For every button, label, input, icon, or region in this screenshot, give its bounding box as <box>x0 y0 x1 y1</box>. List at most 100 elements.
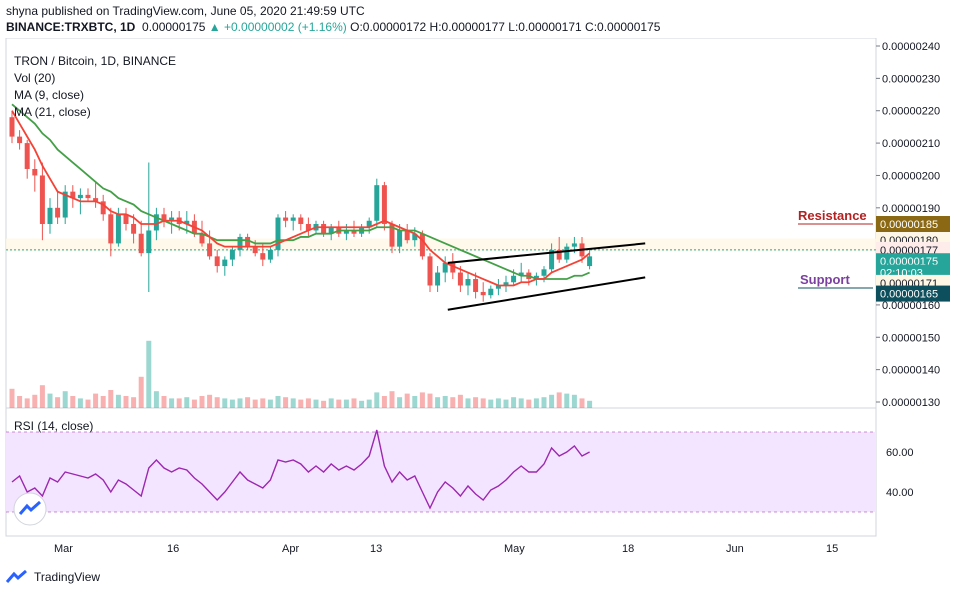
candle-body <box>245 236 251 247</box>
volume-bar <box>146 340 152 408</box>
volume-bar <box>229 399 235 408</box>
volume-bar <box>245 397 251 408</box>
resistance-label: Resistance <box>798 208 867 223</box>
volume-bar <box>252 399 258 408</box>
legend-pair[interactable]: TRON / Bitcoin, 1D, BINANCE <box>14 54 177 68</box>
volume-bar <box>457 394 463 408</box>
volume-bar <box>427 393 433 408</box>
ohlc-close: C:0.00000175 <box>585 20 661 34</box>
x-tick-label: Jun <box>726 543 744 555</box>
candle-body <box>62 191 68 218</box>
x-tick-label: 16 <box>167 543 179 555</box>
candle-body <box>169 217 175 221</box>
volume-bar <box>321 400 327 408</box>
volume-bar <box>39 385 45 408</box>
volume-bar <box>366 399 372 408</box>
y-tick-label: 0.00000130 <box>882 397 940 409</box>
candle-body <box>131 224 137 234</box>
legend-ma21[interactable]: MA (21, close) <box>14 105 91 119</box>
volume-bar <box>32 394 38 408</box>
footer-brand[interactable]: TradingView <box>34 570 101 584</box>
support-price-tag: 0.00000165 <box>880 289 938 301</box>
volume-bar <box>587 400 593 408</box>
candle-body <box>397 230 403 247</box>
candle-body <box>138 233 144 254</box>
volume-bar <box>17 396 23 408</box>
up-arrow-icon: ▲ <box>208 20 221 34</box>
candle-body <box>123 214 129 224</box>
ma9-line <box>11 110 591 287</box>
candle-body <box>503 282 509 286</box>
candle-body <box>267 249 273 260</box>
candle-body <box>184 220 190 224</box>
volume-bar <box>298 399 304 408</box>
candle-body <box>495 285 501 289</box>
volume-bar <box>70 396 76 408</box>
volume-bar <box>503 399 509 408</box>
volume-bar <box>450 397 456 408</box>
volume-bar <box>313 399 319 408</box>
volume-bar <box>381 396 387 408</box>
rsi-band <box>6 432 876 512</box>
volume-bar <box>549 394 555 408</box>
volume-bar <box>131 397 137 408</box>
candle-body <box>473 279 479 292</box>
candle-body <box>214 256 220 267</box>
candle-body <box>587 256 593 267</box>
candle-body <box>541 269 547 276</box>
candle-body <box>237 236 243 250</box>
support-price-tag-bg <box>876 285 950 302</box>
y-tick-label: 0.00000140 <box>882 365 940 377</box>
candle-body <box>404 230 410 241</box>
candle-body <box>549 249 555 270</box>
ohlc-open: O:0.00000172 <box>350 20 427 34</box>
candle-body <box>412 233 418 241</box>
volume-bar <box>290 398 296 408</box>
candle-body <box>17 136 23 144</box>
rsi-line <box>11 429 590 510</box>
legend-rsi[interactable]: RSI (14, close) <box>14 419 94 433</box>
candle-body <box>389 224 395 247</box>
last-price: 0.00000175 <box>142 20 206 34</box>
legend-volume[interactable]: Vol (20) <box>14 71 56 85</box>
volume-bar <box>495 398 501 408</box>
candle-body <box>100 201 106 215</box>
candle-body <box>207 243 213 257</box>
candle-body <box>381 185 387 224</box>
candle-body <box>419 233 425 257</box>
candle-body <box>305 224 311 231</box>
volume-bar <box>77 398 83 408</box>
x-tick-label: Apr <box>282 543 299 555</box>
legend-ma9[interactable]: MA (9, close) <box>14 88 85 102</box>
candle-body <box>556 249 562 260</box>
volume-bar <box>237 398 243 408</box>
resistance-price-tag-bg <box>876 216 950 232</box>
ohlc-high: H:0.00000177 <box>429 20 505 34</box>
price-chart[interactable]: 0.00000240 0.00000230 0.00000220 0.00000210… <box>0 38 957 568</box>
volume-bar <box>511 397 517 408</box>
y-tick-label: 0.00000150 <box>882 332 940 344</box>
symbol-name[interactable]: BINANCE:TRXBTC, 1D <box>6 20 136 34</box>
volume-bar <box>442 396 448 408</box>
price-change: +0.00000002 (+1.16%) <box>224 20 347 34</box>
volume-bar <box>343 399 349 408</box>
volume-bar <box>267 399 273 408</box>
volume-bar <box>526 399 532 408</box>
x-tick-label: May <box>504 543 525 555</box>
volume-bar <box>435 397 441 408</box>
volume-bar <box>93 393 99 408</box>
volume-bar <box>275 396 281 408</box>
volume-bar <box>518 398 524 408</box>
y-tick-label: 0.00000220 <box>882 106 940 118</box>
volume-bar <box>571 394 577 408</box>
symbol-bar: BINANCE:TRXBTC, 1D 0.00000175 ▲ +0.00000… <box>6 20 660 34</box>
y-tick-label: 0.00000230 <box>882 73 940 85</box>
candle-body <box>298 217 304 224</box>
candle-body <box>55 207 61 218</box>
candle-body <box>450 262 456 273</box>
volume-bar <box>359 400 365 408</box>
candle-body <box>533 275 539 280</box>
candle-body <box>252 246 258 254</box>
volume-bar <box>222 398 228 408</box>
volume-bar <box>100 396 106 408</box>
